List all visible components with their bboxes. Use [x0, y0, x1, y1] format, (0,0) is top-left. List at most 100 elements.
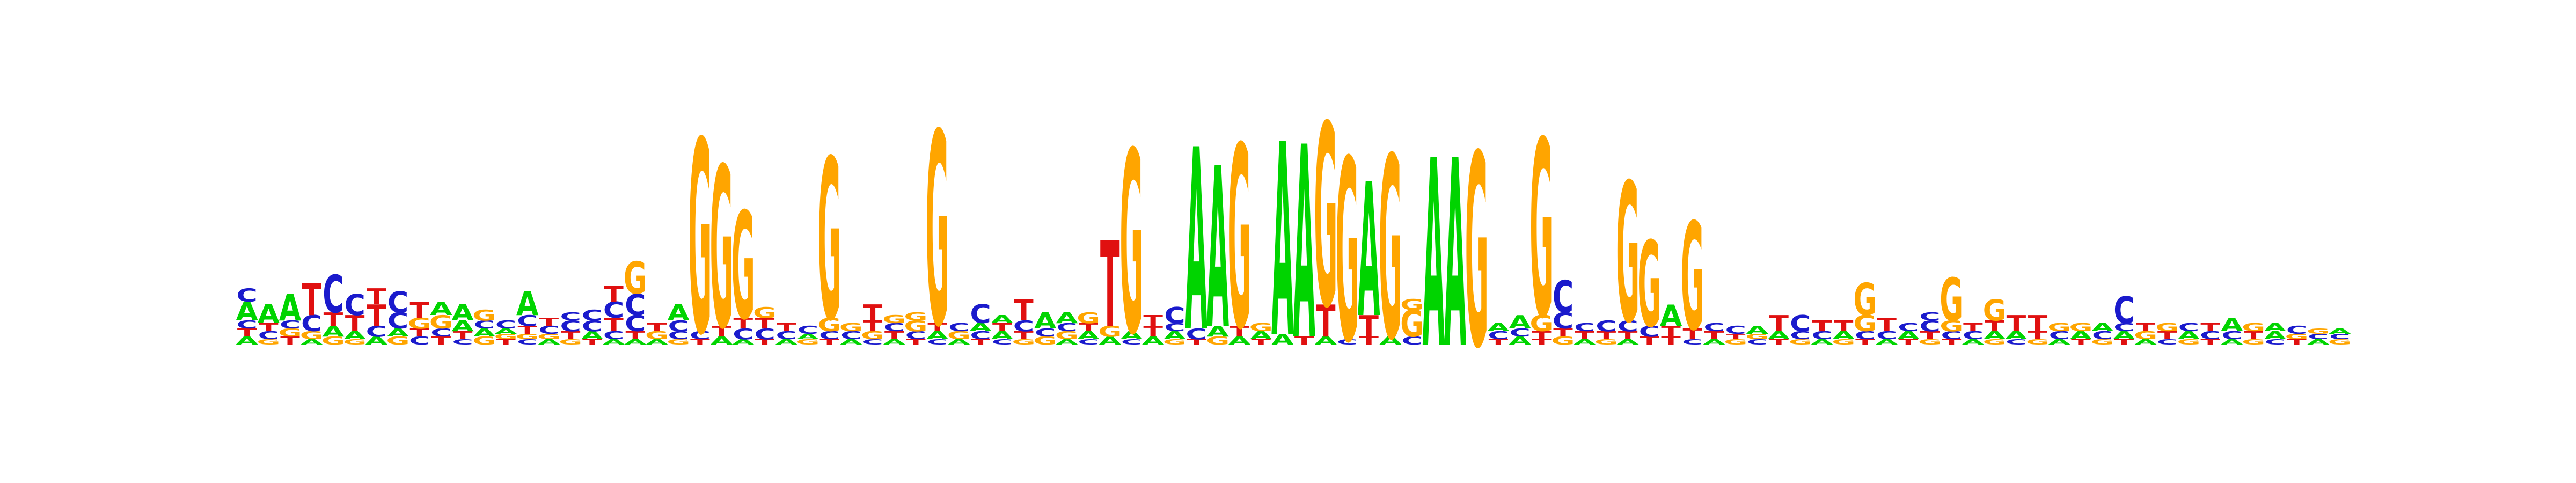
logo-column: GAC	[2177, 321, 2200, 347]
logo-column: TAT	[1768, 311, 1790, 347]
nucleotide-c: C	[517, 338, 538, 347]
nucleotide-g: G	[1832, 338, 1855, 347]
nucleotide-a: A	[1163, 329, 1186, 342]
nucleotide-c: C	[236, 318, 257, 331]
logo-column: AG	[1379, 105, 1402, 396]
nucleotide-c: C	[560, 318, 581, 335]
logo-column: GTT	[2026, 311, 2050, 347]
nucleotide-c: C	[884, 321, 905, 334]
nucleotide-g: G	[904, 310, 927, 323]
nucleotide-c: C	[1596, 318, 1616, 335]
nucleotide-t: T	[2287, 338, 2307, 347]
nucleotide-g: G	[2155, 321, 2179, 334]
nucleotide-g: G	[386, 334, 410, 347]
logo-column: GCA	[2091, 321, 2114, 347]
nucleotide-t: T	[2157, 329, 2177, 342]
nucleotide-g: G	[839, 321, 863, 334]
logo-column: ACT	[1962, 321, 1985, 347]
nucleotide-c: C	[625, 288, 646, 322]
logo-column: GCA	[2328, 327, 2352, 347]
nucleotide-g: G	[2307, 327, 2330, 336]
nucleotide-t: T	[1489, 338, 1509, 347]
nucleotide-g: G	[1012, 338, 1035, 347]
nucleotide-t: T	[1143, 323, 1163, 340]
nucleotide-a: A	[1509, 334, 1531, 347]
nucleotide-c: C	[323, 265, 343, 325]
nucleotide-g: G	[1940, 267, 1963, 335]
nucleotide-a: A	[1056, 310, 1078, 327]
nucleotide-a: A	[1185, 97, 1208, 388]
nucleotide-c: C	[1509, 326, 1530, 339]
nucleotide-a: A	[1660, 298, 1682, 333]
logo-column: GTG	[2242, 321, 2265, 347]
nucleotide-g: G	[1918, 338, 1942, 347]
nucleotide-g: G	[2134, 329, 2157, 342]
nucleotide-a: A	[2048, 338, 2070, 347]
nucleotide-g: G	[257, 338, 280, 347]
nucleotide-t: T	[453, 329, 473, 342]
nucleotide-t: T	[1230, 323, 1249, 340]
nucleotide-t: T	[1834, 318, 1854, 335]
nucleotide-t: T	[755, 315, 775, 332]
nucleotide-t: T	[927, 321, 947, 334]
nucleotide-a: A	[1423, 106, 1445, 406]
nucleotide-t: T	[582, 338, 602, 347]
nucleotide-c: C	[2092, 329, 2113, 342]
nucleotide-a: A	[1077, 329, 1100, 342]
logo-column: ATG	[1314, 73, 1337, 364]
nucleotide-t: T	[1855, 338, 1875, 347]
nucleotide-t: T	[971, 338, 991, 347]
nucleotide-g: G	[2091, 338, 2114, 347]
nucleotide-c: C	[280, 318, 301, 331]
nucleotide-c: C	[1811, 329, 1832, 342]
nucleotide-t: T	[1769, 311, 1789, 336]
nucleotide-t: T	[1726, 333, 1746, 341]
nucleotide-c: C	[1013, 318, 1034, 335]
nucleotide-g: G	[731, 181, 755, 353]
nucleotide-a: A	[840, 338, 862, 347]
nucleotide-t: T	[2028, 311, 2048, 336]
nucleotide-c: C	[2308, 333, 2329, 341]
nucleotide-t: T	[1704, 329, 1724, 342]
nucleotide-t: T	[755, 338, 775, 347]
logo-column: TAC	[1897, 321, 1920, 347]
nucleotide-g: G	[1529, 90, 1553, 372]
nucleotide-c: C	[668, 329, 689, 342]
nucleotide-t: T	[2200, 321, 2220, 334]
nucleotide-t: T	[1294, 334, 1314, 347]
nucleotide-t: T	[1942, 338, 1962, 347]
nucleotide-c: C	[2286, 324, 2307, 336]
nucleotide-c: C	[258, 329, 279, 342]
logo-column: A	[1444, 106, 1467, 406]
nucleotide-t: T	[1359, 309, 1379, 343]
logo-column: G	[1465, 99, 1489, 407]
nucleotide-t: T	[409, 298, 429, 323]
nucleotide-a: A	[1121, 329, 1143, 342]
nucleotide-c: C	[970, 299, 991, 330]
nucleotide-c: C	[2265, 338, 2286, 347]
nucleotide-c: C	[1963, 329, 1984, 342]
nucleotide-g: G	[1637, 217, 1661, 354]
nucleotide-t: T	[1187, 338, 1206, 347]
nucleotide-a: A	[2005, 329, 2028, 342]
nucleotide-g: G	[1594, 338, 1618, 347]
nucleotide-g: G	[2177, 338, 2200, 347]
logo-column: TCT	[2200, 321, 2221, 347]
nucleotide-t: T	[992, 321, 1012, 334]
nucleotide-c: C	[582, 318, 603, 335]
nucleotide-a: A	[2329, 327, 2351, 336]
nucleotide-c: C	[1682, 338, 1703, 347]
nucleotide-g: G	[537, 333, 561, 341]
nucleotide-t: T	[1553, 326, 1573, 339]
nucleotide-c: C	[1185, 326, 1206, 343]
nucleotide-a: A	[2221, 314, 2243, 335]
nucleotide-a: A	[1876, 338, 1898, 347]
nucleotide-c: C	[236, 284, 257, 306]
nucleotide-c: C	[387, 285, 408, 319]
